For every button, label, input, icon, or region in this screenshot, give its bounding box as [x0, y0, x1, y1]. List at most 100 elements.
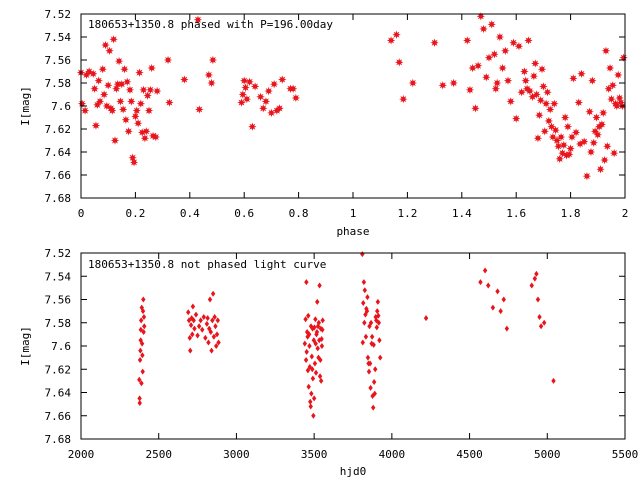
unphased-y-tick-label: 7.64 — [45, 387, 72, 400]
phased-data-point — [609, 148, 619, 158]
phased-data-point — [588, 76, 597, 85]
phased-data-point — [506, 97, 515, 106]
phased-data-point — [554, 142, 563, 151]
unphased-data-point — [138, 326, 144, 333]
unphased-data-point — [375, 298, 381, 305]
phased-data-point — [503, 76, 513, 85]
phased-data-point — [482, 73, 491, 82]
phased-data-point — [109, 35, 118, 44]
phased-data-point — [408, 78, 418, 88]
unphased-chart-title: 180653+1350.8 not phased light curve — [88, 258, 326, 271]
phased-data-point — [207, 78, 216, 88]
phased-data-point — [465, 85, 475, 95]
phased-data-point — [540, 127, 549, 136]
phased-data-point — [152, 86, 162, 96]
unphased-data-point — [216, 339, 221, 346]
phased-data-point — [138, 128, 147, 137]
unphased-data-point — [303, 316, 308, 323]
phased-data-point — [582, 171, 592, 181]
unphased-data-point — [312, 360, 318, 367]
unphased-data-point — [311, 395, 317, 402]
phased-data-point — [90, 84, 99, 93]
phased-data-point — [144, 106, 154, 115]
unphased-data-point — [209, 347, 214, 354]
unphased-data-point — [310, 375, 316, 382]
phased-data-point — [104, 81, 113, 90]
unphased-data-point — [302, 340, 308, 347]
phased-data-point — [509, 38, 518, 47]
unphased-data-point — [362, 287, 368, 294]
phased-data-point — [479, 24, 488, 34]
unphased-data-point — [365, 354, 371, 361]
phased-data-point — [114, 56, 124, 66]
phased-data-point — [94, 76, 103, 85]
phased-data-point — [208, 55, 218, 65]
phased-data-point — [603, 142, 612, 151]
unphased-data-point — [140, 352, 145, 359]
phased-data-point — [614, 70, 623, 80]
phased-data-point — [473, 61, 483, 70]
unphased-data-point — [142, 323, 147, 330]
phased-x-tick-labels: 0 0.2 0.4 0.6 0.8 1 1.2 1.4 1.6 1.8 2 — [78, 207, 629, 220]
phased-x-tick-label: 0.4 — [180, 207, 200, 220]
phased-data-point — [449, 78, 458, 88]
unphased-data-point — [320, 317, 325, 324]
unphased-y-tick-label: 7.52 — [45, 247, 72, 260]
unphased-data-point — [210, 290, 216, 297]
phased-data-point — [524, 36, 533, 45]
unphased-data-point — [377, 337, 382, 344]
unphased-data-point — [312, 324, 317, 331]
phased-data-point — [131, 112, 140, 121]
phased-data-point — [128, 153, 137, 162]
unphased-data-point — [363, 333, 369, 340]
unphased-data-point — [206, 339, 211, 346]
unphased-data-point — [138, 317, 144, 324]
phased-data-point — [112, 84, 121, 93]
unphased-data-point — [316, 319, 322, 326]
phased-y-tick-label: 7.62 — [45, 123, 72, 136]
phased-data-point — [544, 116, 554, 126]
phased-x-axis-label: phase — [336, 225, 369, 238]
unphased-data-point — [310, 366, 315, 373]
unphased-data-point — [313, 316, 318, 323]
unphased-points — [137, 251, 556, 419]
unphased-y-tick-labels: 7.52 7.54 7.56 7.58 7.6 7.62 7.64 7.66 7.68 — [45, 247, 72, 446]
phased-x-tick-label: 1.4 — [452, 207, 472, 220]
unphased-x-tick-label: 4500 — [456, 448, 483, 461]
unphased-data-point — [319, 343, 325, 349]
unphased-data-point — [423, 315, 429, 322]
unphased-data-point — [214, 331, 220, 338]
unphased-data-point — [213, 323, 218, 330]
unphased-data-point — [188, 322, 194, 329]
unphased-data-point — [204, 320, 210, 327]
unphased-data-point — [376, 312, 381, 319]
unphased-y-tick-label: 7.54 — [45, 270, 72, 283]
phased-data-point — [589, 138, 598, 147]
unphased-data-point — [495, 288, 500, 295]
unphased-data-point — [535, 296, 541, 303]
phased-data-point — [129, 158, 139, 167]
phased-data-point — [600, 155, 609, 165]
unphased-data-point — [215, 317, 220, 324]
unphased-data-point — [504, 325, 510, 332]
unphased-data-point — [309, 390, 314, 397]
phased-data-point — [101, 40, 110, 50]
unphased-data-point — [212, 313, 217, 320]
unphased-data-point — [211, 333, 217, 340]
phased-data-point — [438, 81, 447, 90]
phased-data-point — [593, 130, 602, 139]
phased-data-point — [551, 125, 560, 135]
unphased-data-point — [138, 337, 143, 344]
phased-data-point — [501, 46, 510, 55]
unphased-data-point — [308, 398, 313, 405]
unphased-data-point — [307, 343, 312, 349]
unphased-data-point — [538, 323, 544, 330]
unphased-data-point — [311, 412, 316, 419]
unphased-data-point — [314, 329, 320, 336]
unphased-x-tick-label: 5500 — [612, 448, 639, 461]
phased-data-point — [607, 94, 616, 104]
unphased-data-point — [369, 333, 375, 340]
unphased-data-point — [306, 383, 311, 390]
phased-data-point — [95, 97, 105, 106]
phased-data-point — [264, 86, 273, 96]
